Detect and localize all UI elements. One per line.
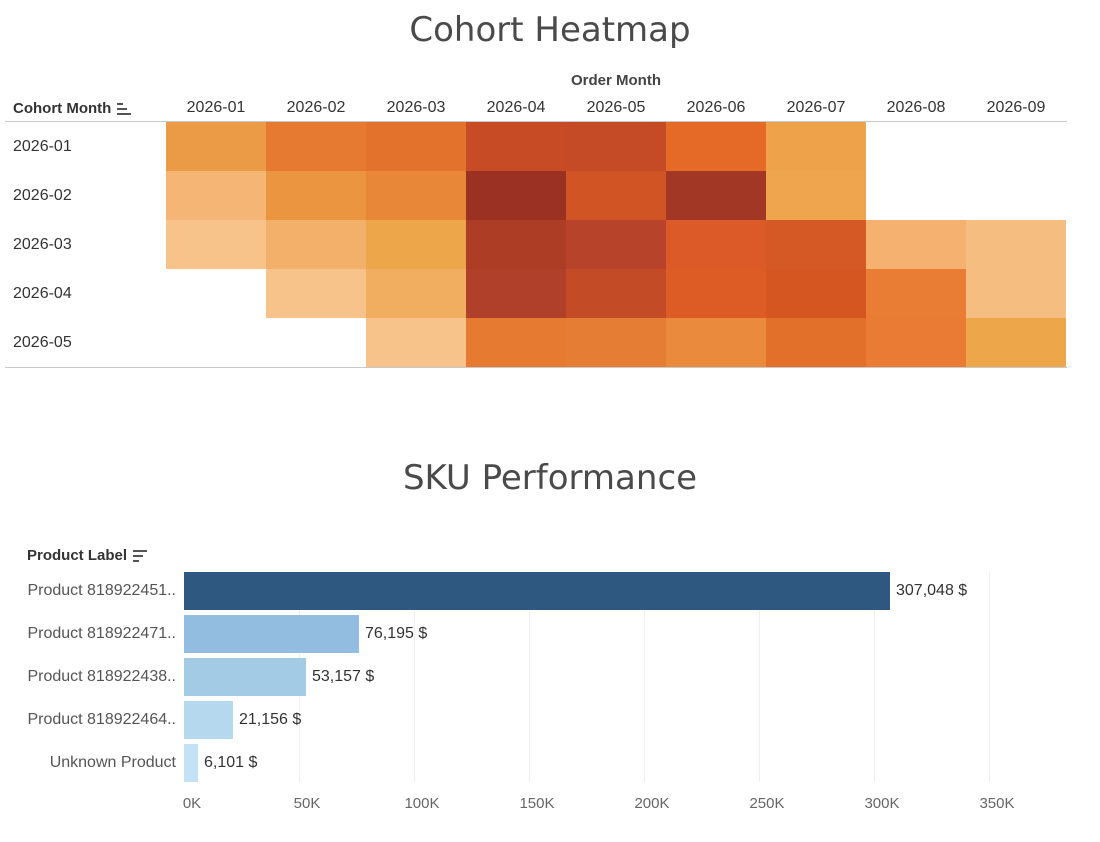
- heatmap-cell[interactable]: [466, 122, 566, 171]
- heatmap-cell[interactable]: [166, 220, 266, 269]
- x-gridline: [759, 572, 760, 782]
- sort-descending-icon[interactable]: [133, 549, 148, 562]
- sku-bar[interactable]: [184, 615, 359, 653]
- heatmap-cell[interactable]: [466, 269, 566, 318]
- x-gridline: [529, 572, 530, 782]
- product-label: Product 818922451..: [27, 582, 176, 599]
- bar-value-label: 6,101 $: [204, 754, 258, 771]
- heatmap-cell[interactable]: [166, 171, 266, 220]
- heatmap-cell[interactable]: [666, 171, 766, 220]
- heatmap-cell[interactable]: [466, 171, 566, 220]
- bar-value-label: 53,157 $: [312, 668, 375, 685]
- x-tick-label: 0K: [182, 795, 202, 812]
- heatmap-cell[interactable]: [566, 122, 666, 171]
- sort-ascending-icon[interactable]: [117, 102, 132, 115]
- heatmap-cell[interactable]: [166, 122, 266, 171]
- bar-value-label: 76,195 $: [365, 625, 428, 642]
- heatmap-cell[interactable]: [866, 220, 966, 269]
- heatmap-cell[interactable]: [566, 220, 666, 269]
- heatmap-cell[interactable]: [766, 122, 866, 171]
- sku-bar[interactable]: [184, 744, 198, 782]
- cohort-month-header[interactable]: Cohort Month: [13, 100, 132, 117]
- heatmap-cell[interactable]: [766, 220, 866, 269]
- heatmap-cell[interactable]: [366, 220, 466, 269]
- heatmap-cell[interactable]: [466, 318, 566, 367]
- heatmap-cell[interactable]: [266, 220, 366, 269]
- heatmap-cell[interactable]: [866, 269, 966, 318]
- heatmap-cell[interactable]: [366, 122, 466, 171]
- heatmap-cell[interactable]: [366, 171, 466, 220]
- heatmap-cell[interactable]: [566, 171, 666, 220]
- heatmap-cell[interactable]: [366, 269, 466, 318]
- product-label-header[interactable]: Product Label: [27, 547, 148, 564]
- heatmap-column-label: 2026-02: [286, 99, 346, 116]
- sku-bar[interactable]: [184, 658, 306, 696]
- heatmap-column-label: 2026-09: [986, 99, 1046, 116]
- heatmap-row-label: 2026-04: [13, 285, 72, 302]
- x-tick-label: 300K: [864, 795, 900, 812]
- heatmap-row-label: 2026-05: [13, 334, 72, 351]
- heatmap-cell[interactable]: [566, 269, 666, 318]
- heatmap-column-label: 2026-04: [486, 99, 546, 116]
- x-gridline: [644, 572, 645, 782]
- heatmap-row-label: 2026-03: [13, 236, 72, 253]
- product-label: Product 818922471..: [27, 625, 176, 642]
- heatmap-cell[interactable]: [666, 122, 766, 171]
- heatmap-column-label: 2026-06: [686, 99, 746, 116]
- heatmap-header-divider: [5, 121, 1067, 122]
- sku-bar[interactable]: [184, 572, 890, 610]
- heatmap-cell[interactable]: [766, 171, 866, 220]
- heatmap-cell[interactable]: [266, 269, 366, 318]
- bar-value-label: 307,048 $: [896, 582, 968, 599]
- product-label-axis-title: Product Label: [27, 547, 128, 564]
- heatmap-cell[interactable]: [466, 220, 566, 269]
- sku-bar[interactable]: [184, 701, 233, 739]
- cohort-month-label: Cohort Month: [13, 100, 112, 117]
- heatmap-column-label: 2026-08: [886, 99, 946, 116]
- heatmap-cell[interactable]: [966, 269, 1066, 318]
- x-tick-label: 200K: [634, 795, 670, 812]
- x-tick-label: 50K: [293, 795, 321, 812]
- heatmap-cell[interactable]: [666, 269, 766, 318]
- heatmap-column-label: 2026-07: [786, 99, 846, 116]
- heatmap-bottom-divider: [5, 367, 1067, 368]
- heatmap-row-label: 2026-01: [13, 138, 72, 155]
- product-label: Unknown Product: [49, 754, 176, 771]
- heatmap-cell[interactable]: [566, 318, 666, 367]
- heatmap-column-label: 2026-01: [186, 99, 246, 116]
- x-tick-label: 250K: [749, 795, 785, 812]
- heatmap-cell[interactable]: [366, 318, 466, 367]
- product-label: Product 818922438..: [27, 668, 176, 685]
- order-month-header: Order Month: [571, 72, 661, 89]
- x-gridline: [414, 572, 415, 782]
- heatmap-cell[interactable]: [866, 318, 966, 367]
- product-label: Product 818922464..: [27, 711, 176, 728]
- heatmap-cell[interactable]: [966, 318, 1066, 367]
- heatmap-cell[interactable]: [766, 318, 866, 367]
- heatmap-cell[interactable]: [666, 220, 766, 269]
- x-tick-label: 150K: [519, 795, 555, 812]
- heatmap-column-label: 2026-03: [386, 99, 446, 116]
- x-tick-label: 350K: [979, 795, 1015, 812]
- heatmap-column-label: 2026-05: [586, 99, 646, 116]
- heatmap-cell[interactable]: [666, 318, 766, 367]
- x-gridline: [874, 572, 875, 782]
- heatmap-row-label: 2026-02: [13, 187, 72, 204]
- cohort-heatmap-title: Cohort Heatmap: [409, 10, 691, 50]
- heatmap-cell[interactable]: [966, 220, 1066, 269]
- x-tick-label: 100K: [404, 795, 440, 812]
- heatmap-cell[interactable]: [266, 122, 366, 171]
- x-gridline: [989, 572, 990, 782]
- bar-value-label: 21,156 $: [239, 711, 302, 728]
- heatmap-cell[interactable]: [766, 269, 866, 318]
- heatmap-cell[interactable]: [266, 171, 366, 220]
- sku-performance-title: SKU Performance: [402, 458, 698, 498]
